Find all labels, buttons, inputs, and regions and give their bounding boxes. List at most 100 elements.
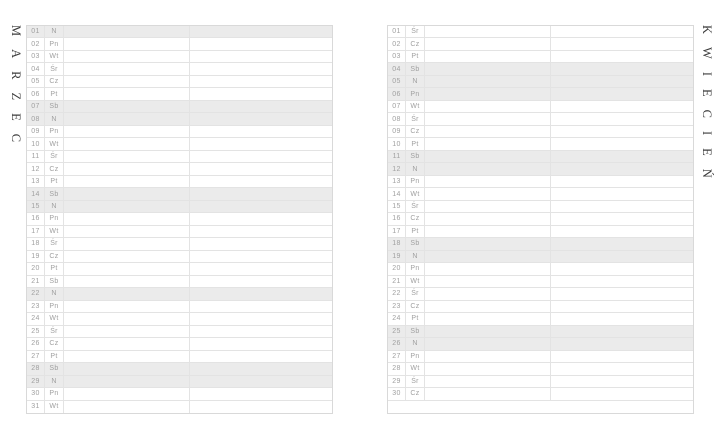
notes-cell-right — [190, 51, 332, 62]
day-number: 24 — [27, 313, 45, 325]
notes-cell-left — [425, 26, 551, 38]
notes-cell-left — [425, 188, 551, 200]
notes-cell-right — [190, 288, 332, 299]
day-abbrev: Pt — [45, 350, 64, 363]
notes-cell-left — [425, 250, 551, 263]
notes-cell-left — [64, 38, 190, 50]
notes-cell-left — [425, 50, 551, 63]
notes-cell-right — [190, 138, 332, 149]
day-abbrev: Cz — [45, 163, 64, 175]
notes-cell-left — [425, 113, 551, 125]
notes-cell-right — [190, 263, 332, 274]
day-number: 06 — [27, 88, 45, 100]
day-number: 07 — [27, 100, 45, 113]
day-number: 10 — [27, 138, 45, 150]
day-row: 21 Sb — [27, 275, 332, 289]
day-abbrev: Pn — [406, 175, 425, 188]
day-abbrev: Pt — [406, 225, 425, 238]
day-abbrev: Pt — [406, 138, 425, 150]
day-number: 24 — [388, 313, 406, 325]
day-number: 20 — [388, 263, 406, 275]
notes-cell-right — [551, 326, 693, 337]
notes-cell-left — [64, 313, 190, 325]
notes-cell-right — [551, 76, 693, 87]
day-abbrev: Wt — [45, 138, 64, 150]
day-abbrev: Śr — [406, 113, 425, 125]
day-number: 15 — [27, 200, 45, 213]
notes-cell-left — [425, 363, 551, 375]
day-abbrev: Cz — [406, 300, 425, 313]
day-row: 08 Śr — [388, 113, 693, 126]
notes-cell-right — [190, 63, 332, 74]
notes-cell-right — [551, 151, 693, 162]
notes-cell-right — [190, 213, 332, 224]
notes-cell-right — [551, 351, 693, 362]
notes-cell-right — [190, 351, 332, 362]
notes-cell-left — [64, 213, 190, 225]
notes-cell-right — [190, 151, 332, 162]
day-row: 13 Pn — [388, 175, 693, 189]
day-number: 30 — [27, 388, 45, 400]
day-row: 22 Śr — [388, 288, 693, 301]
notes-cell-right — [551, 313, 693, 324]
day-number: 01 — [27, 26, 45, 38]
notes-cell-left — [64, 113, 190, 125]
notes-cell-left — [64, 125, 190, 138]
day-abbrev: Cz — [406, 125, 425, 138]
notes-cell-right — [190, 388, 332, 399]
day-abbrev: Wt — [45, 313, 64, 325]
notes-cell-right — [190, 163, 332, 174]
day-abbrev: Pt — [45, 88, 64, 100]
day-abbrev: N — [45, 26, 64, 38]
day-abbrev: Wt — [406, 188, 425, 200]
day-row: 24 Wt — [27, 313, 332, 326]
day-number: 21 — [388, 275, 406, 288]
notes-cell-left — [425, 300, 551, 313]
day-abbrev: Sb — [406, 150, 425, 163]
notes-cell-left — [425, 125, 551, 138]
day-number: 12 — [27, 163, 45, 175]
notes-cell-left — [64, 150, 190, 163]
day-abbrev: Sb — [406, 238, 425, 250]
day-abbrev: N — [406, 75, 425, 88]
day-abbrev: N — [406, 163, 425, 175]
day-number: 29 — [388, 375, 406, 388]
notes-cell-left — [425, 75, 551, 88]
notes-cell-right — [551, 176, 693, 187]
notes-cell-right — [190, 376, 332, 387]
notes-cell-left — [64, 375, 190, 388]
day-abbrev: N — [45, 288, 64, 300]
day-number: 10 — [388, 138, 406, 150]
day-abbrev: Cz — [406, 388, 425, 400]
notes-cell-left — [64, 175, 190, 188]
notes-cell-right — [551, 338, 693, 349]
day-number: 29 — [27, 375, 45, 388]
day-row: 27 Pt — [27, 350, 332, 364]
day-row: 05 Cz — [27, 75, 332, 89]
notes-cell-right — [190, 188, 332, 199]
day-abbrev: Pn — [45, 38, 64, 50]
day-row: 13 Pt — [27, 175, 332, 189]
day-row: 09 Pn — [27, 125, 332, 139]
day-row: 26 N — [388, 338, 693, 351]
day-row: 25 Sb — [388, 325, 693, 339]
notes-cell-right — [190, 338, 332, 349]
notes-cell-right — [551, 201, 693, 212]
day-number: 09 — [27, 125, 45, 138]
day-row: 29 Śr — [388, 375, 693, 389]
day-row: 23 Pn — [27, 300, 332, 314]
day-row: 19 Cz — [27, 250, 332, 264]
notes-cell-right — [551, 188, 693, 199]
day-row: 23 Cz — [388, 300, 693, 314]
day-row: 10 Wt — [27, 138, 332, 151]
day-row: 10 Pt — [388, 138, 693, 151]
notes-cell-left — [64, 26, 190, 38]
notes-cell-right — [190, 26, 332, 37]
day-number: 15 — [388, 200, 406, 213]
day-number: 28 — [27, 363, 45, 375]
day-row: 24 Pt — [388, 313, 693, 326]
notes-cell-right — [190, 76, 332, 87]
day-abbrev: N — [45, 113, 64, 125]
day-row: 16 Cz — [388, 213, 693, 226]
day-abbrev: Cz — [45, 338, 64, 350]
